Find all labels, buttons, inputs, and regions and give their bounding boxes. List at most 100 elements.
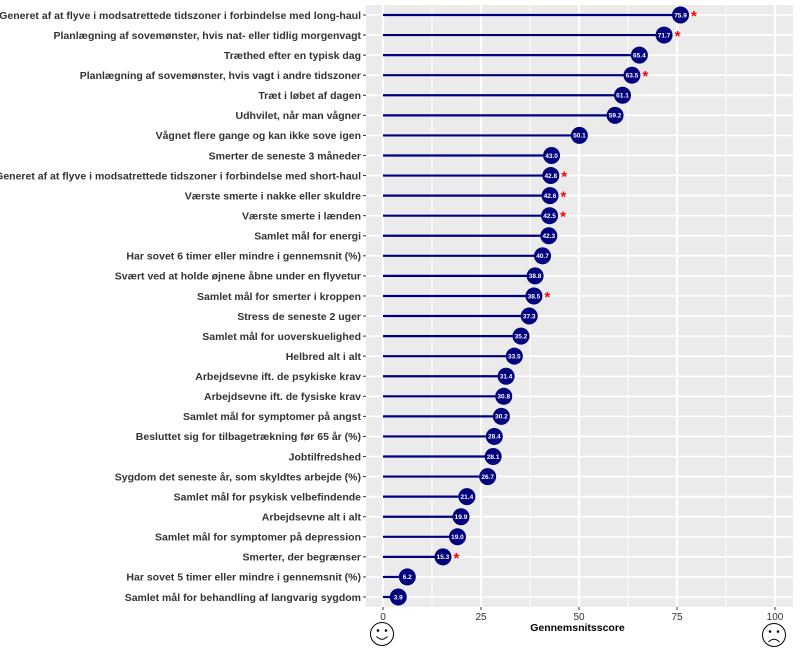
category-label: Udhvilet, når man vågner bbox=[236, 110, 361, 122]
data-label: 63.5 bbox=[626, 73, 639, 80]
category-label: Smerter de seneste 3 måneder bbox=[209, 150, 361, 162]
x-tick-label: 50 bbox=[573, 612, 585, 623]
data-label: 42.5 bbox=[543, 213, 556, 220]
significance-marker: * bbox=[544, 289, 550, 306]
category-label: Arbejdsevne ift. de psykiske krav bbox=[195, 371, 361, 383]
category-label: Værste smerte i nakke eller skuldre bbox=[185, 190, 361, 202]
data-label: 30.8 bbox=[497, 394, 510, 401]
category-label: Arbejdsevne ift. de fysiske krav bbox=[204, 391, 361, 403]
data-label: 43.0 bbox=[545, 153, 558, 160]
data-label: 21.4 bbox=[461, 494, 474, 501]
data-label: 26.7 bbox=[481, 474, 494, 481]
lollipop-point bbox=[606, 106, 624, 124]
lollipop-point bbox=[398, 568, 416, 586]
category-label: Vågnet flere gange og kan ikke sove igen bbox=[156, 130, 361, 142]
significance-marker: * bbox=[675, 28, 681, 45]
face-eye bbox=[768, 630, 772, 633]
data-label: 15.3 bbox=[437, 554, 450, 561]
data-label: 59.2 bbox=[609, 113, 622, 120]
category-label: Jobtilfredshed bbox=[289, 451, 361, 463]
category-label: Samlet mål for behandling af langvarig s… bbox=[125, 592, 361, 604]
lollipop-point bbox=[452, 508, 470, 526]
category-label: Samlet mål for smerter i kroppen bbox=[197, 291, 361, 303]
category-label: Stress de seneste 2 uger bbox=[237, 311, 361, 323]
data-label: 42.3 bbox=[542, 233, 555, 240]
face-mouth bbox=[768, 638, 780, 643]
chart-marks: 75.9 *71.7 *65.463.5 *61.159.250.143.042.8 *… bbox=[383, 6, 697, 606]
category-label: Har sovet 5 timer eller mindre i gennems… bbox=[126, 572, 361, 584]
face-eye bbox=[776, 630, 780, 633]
face-outline bbox=[762, 623, 786, 647]
category-label: Planlægning af sovemønster, hvis vagt i … bbox=[80, 70, 361, 82]
lollipop-point bbox=[485, 427, 503, 445]
data-label: 28.4 bbox=[488, 434, 501, 441]
category-labels: Generet af at flyve i modsatrettede tids… bbox=[0, 10, 366, 604]
data-label: 38.8 bbox=[529, 273, 542, 280]
lollipop-point bbox=[543, 146, 561, 164]
category-label: Samlet mål for symptomer på angst bbox=[183, 411, 361, 423]
lollipop-point bbox=[520, 307, 538, 325]
lollipop-point bbox=[505, 347, 523, 365]
lollipop-point bbox=[570, 126, 588, 144]
lollipop-point bbox=[492, 407, 510, 425]
lollipop-point bbox=[542, 167, 560, 185]
lollipop-point bbox=[541, 207, 559, 225]
data-label: 50.1 bbox=[573, 133, 586, 140]
lollipop-point bbox=[541, 187, 559, 205]
face-outline bbox=[370, 622, 394, 646]
lollipop-point bbox=[389, 588, 407, 606]
category-label: Smerter, der begrænser bbox=[243, 552, 361, 564]
category-label: Generet af at flyve i modsatrettede tids… bbox=[0, 170, 361, 182]
lollipop-point bbox=[479, 468, 497, 486]
category-label: Helbred alt i alt bbox=[286, 351, 362, 363]
data-label: 42.6 bbox=[544, 193, 557, 200]
lollipop-point bbox=[655, 26, 673, 44]
category-label: Generet af at flyve i modsatrettede tids… bbox=[0, 10, 361, 22]
x-tick-label: 25 bbox=[475, 612, 487, 623]
lollipop-point bbox=[630, 46, 648, 64]
category-label: Træt i løbet af dagen bbox=[258, 90, 361, 102]
category-label: Planlægning af sovemønster, hvis nat- el… bbox=[54, 30, 362, 42]
data-label: 37.3 bbox=[523, 313, 536, 320]
lollipop-point bbox=[614, 86, 632, 104]
lollipop-point bbox=[672, 6, 690, 24]
significance-marker: * bbox=[453, 550, 459, 567]
x-tick-label: 0 bbox=[380, 612, 386, 623]
category-label: Samlet mål for psykisk velbefindende bbox=[174, 491, 361, 503]
data-label: 3.9 bbox=[394, 594, 403, 601]
data-label: 75.9 bbox=[674, 12, 687, 19]
x-tick-label: 75 bbox=[671, 612, 683, 623]
data-label: 38.5 bbox=[528, 293, 541, 300]
lollipop-point bbox=[534, 247, 552, 265]
x-tick-label: 100 bbox=[767, 612, 784, 623]
data-label: 19.9 bbox=[455, 514, 468, 521]
category-label: Sygdom det seneste år, som skyldtes arbe… bbox=[115, 471, 361, 483]
category-label: Værste smerte i lænden bbox=[242, 210, 361, 222]
face-eye bbox=[384, 629, 388, 632]
lollipop-point bbox=[458, 488, 476, 506]
data-label: 28.1 bbox=[487, 454, 500, 461]
lollipop-point bbox=[495, 387, 513, 405]
category-label: Samlet mål for energi bbox=[254, 231, 361, 243]
significance-marker: * bbox=[642, 68, 648, 85]
lollipop-point bbox=[434, 548, 452, 566]
lollipop-point bbox=[484, 448, 502, 466]
lollipop-point bbox=[497, 367, 515, 385]
category-label: Træthed efter en typisk dag bbox=[224, 50, 361, 62]
category-label: Arbejdsevne alt i alt bbox=[262, 512, 362, 524]
significance-marker: * bbox=[560, 209, 566, 226]
lollipop-point bbox=[525, 287, 543, 305]
data-label: 30.2 bbox=[495, 414, 508, 421]
x-axis-title: Gennemsnitsscore bbox=[530, 622, 625, 634]
data-label: 65.4 bbox=[633, 52, 646, 59]
smiling-face-icon bbox=[370, 622, 394, 646]
data-label: 35.2 bbox=[515, 333, 528, 340]
category-label: Svært ved at holde øjnene åbne under en … bbox=[115, 271, 361, 283]
lollipop-point bbox=[540, 227, 558, 245]
lollipop-point bbox=[512, 327, 530, 345]
x-axis: 0 25 50 75 100 bbox=[380, 607, 784, 623]
category-label: Har sovet 6 timer eller mindre i gennems… bbox=[126, 251, 361, 263]
category-label: Besluttet sig for tilbagetrækning før 65… bbox=[136, 431, 361, 443]
lollipop-point bbox=[623, 66, 641, 84]
